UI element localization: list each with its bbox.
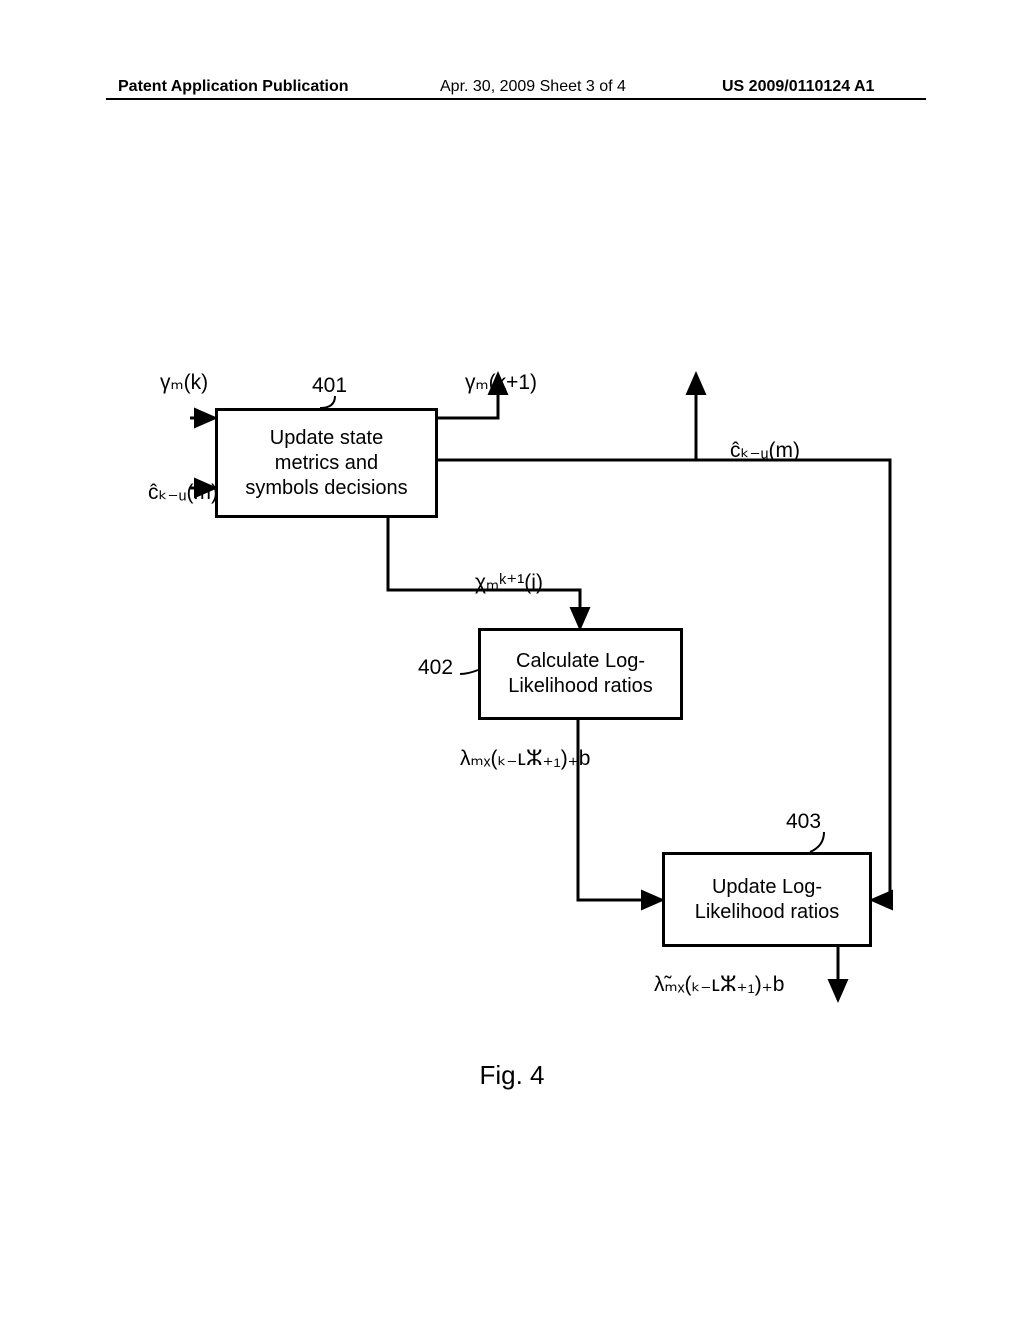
figure-caption: Fig. 4 (0, 1060, 1024, 1091)
header-mid: Apr. 30, 2009 Sheet 3 of 4 (440, 78, 626, 96)
header-right: US 2009/0110124 A1 (722, 78, 874, 96)
header-rule (106, 98, 926, 100)
header-left: Patent Application Publication (118, 78, 349, 96)
arrows-layer (160, 360, 900, 1020)
flow-diagram: Update statemetrics andsymbols decisions… (160, 360, 900, 1020)
